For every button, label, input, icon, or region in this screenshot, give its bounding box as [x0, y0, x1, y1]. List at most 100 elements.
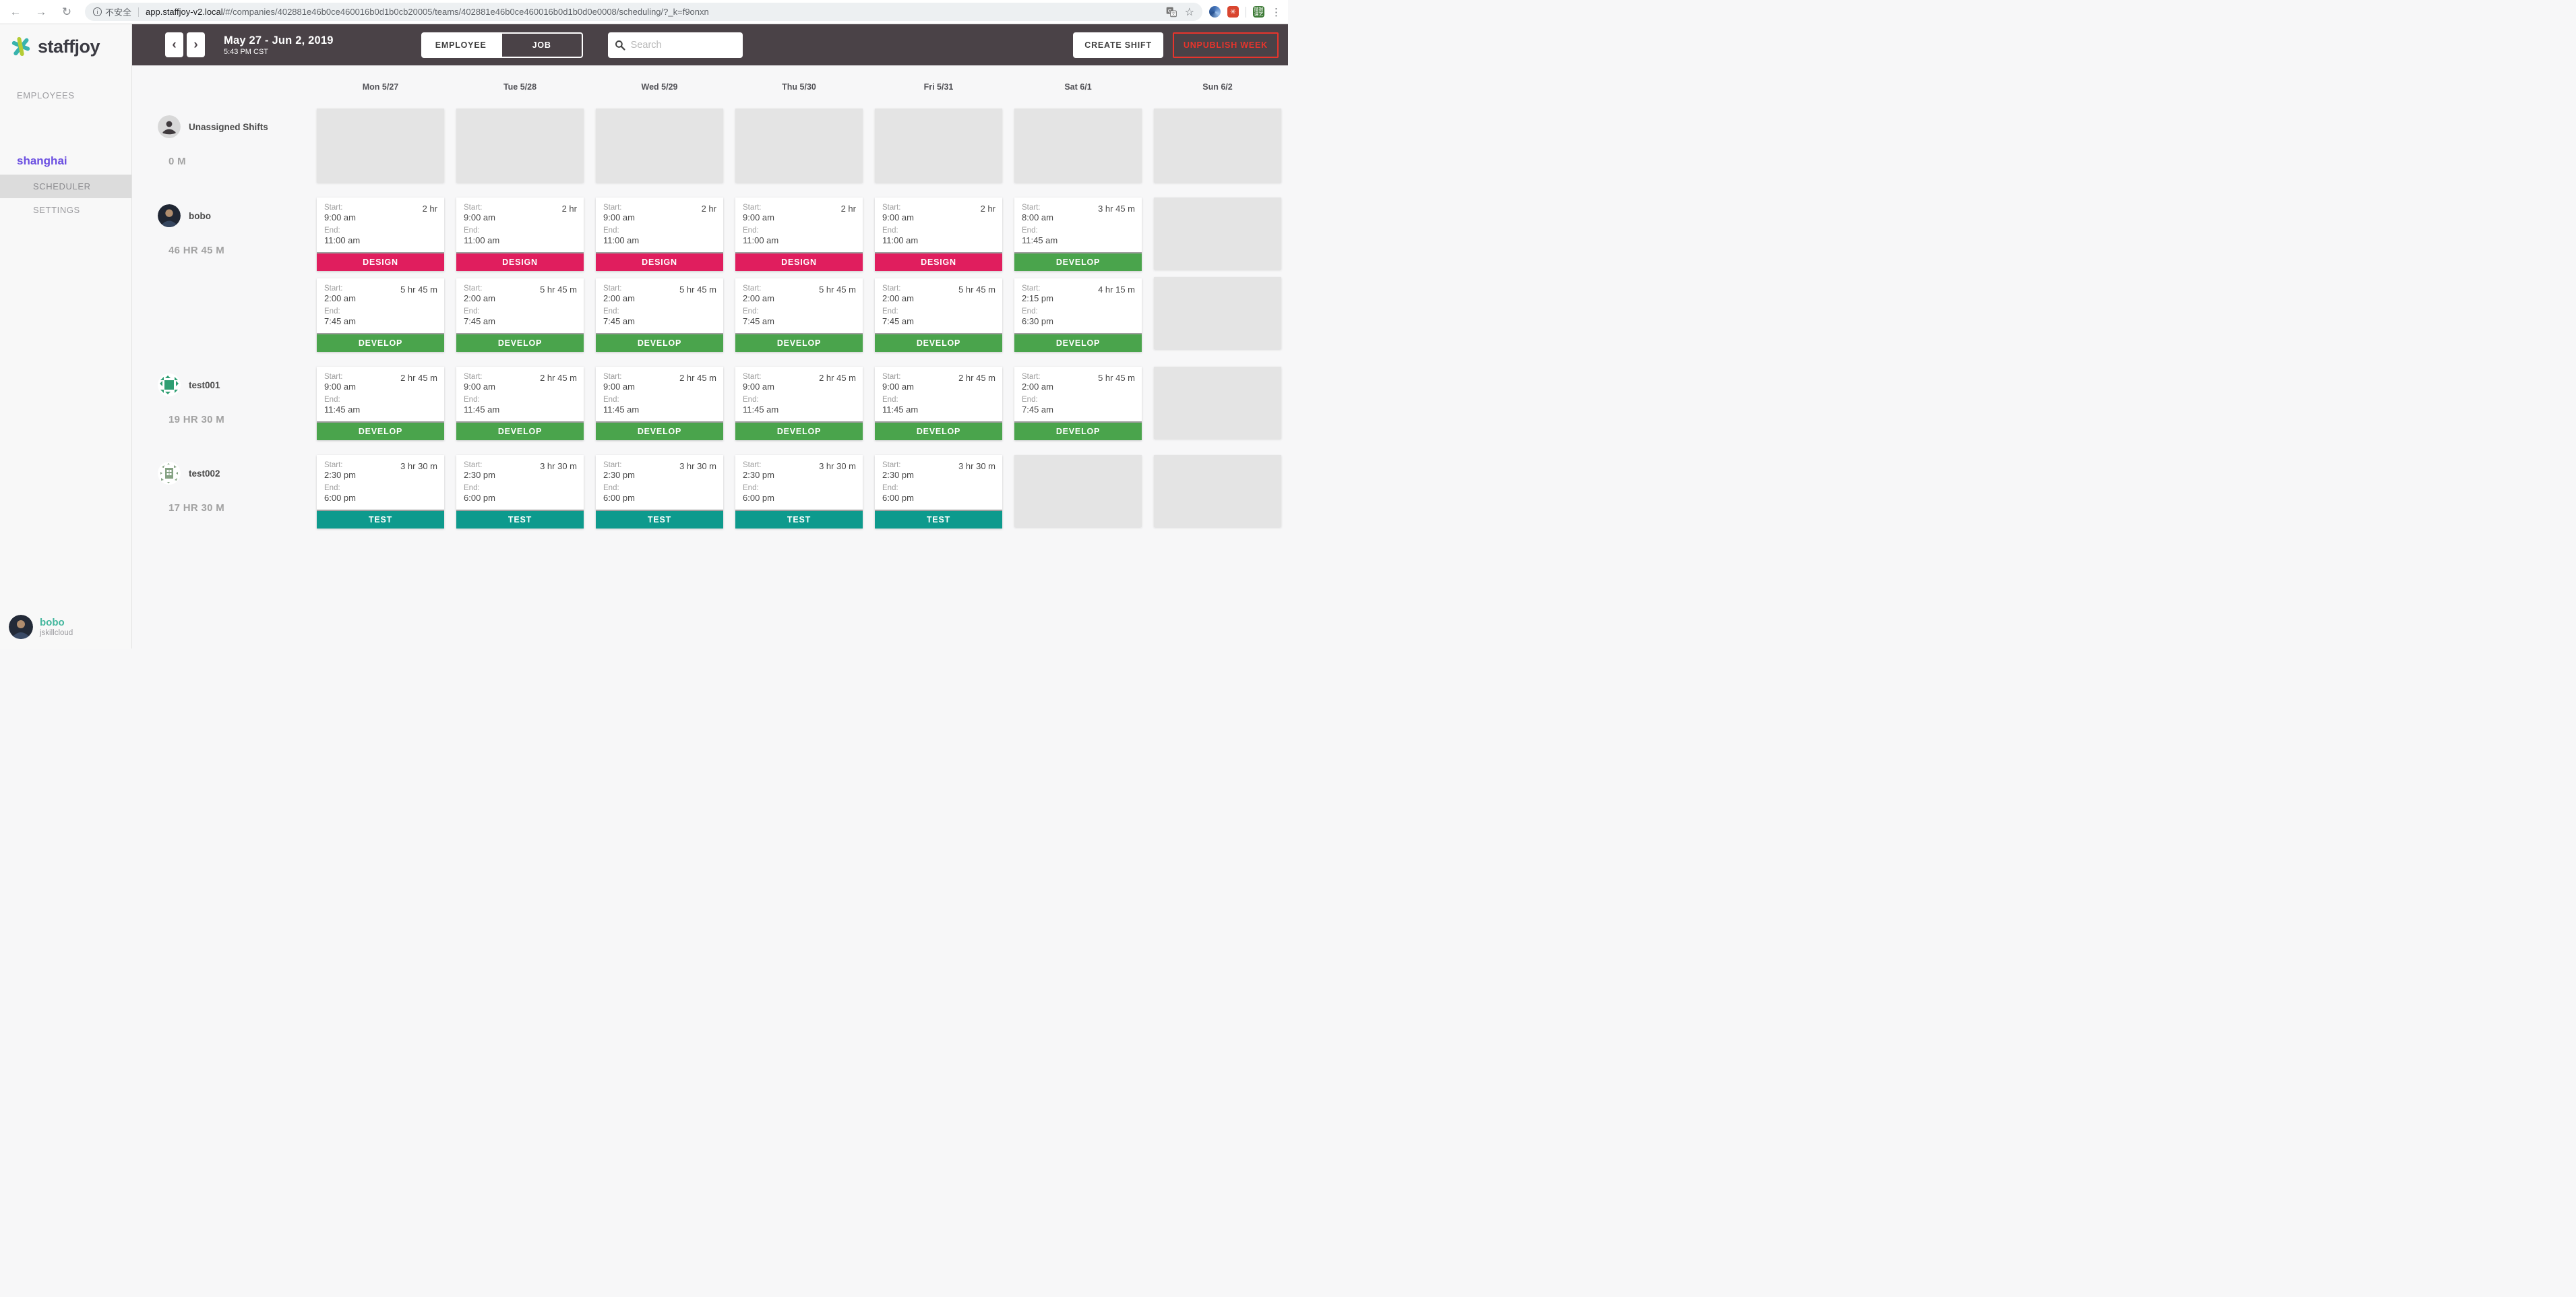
shift-card[interactable]: 3 hr 30 m Start: 2:30 pm End: 6:00 pm TEST	[456, 455, 584, 529]
shift-job-label[interactable]: DEVELOP	[875, 421, 1002, 440]
site-info-icon[interactable]: i	[93, 7, 102, 16]
toggle-job-button[interactable]: JOB	[500, 32, 583, 58]
shift-job-label[interactable]: TEST	[596, 510, 723, 529]
shift-card[interactable]: 5 hr 45 m Start: 2:00 am End: 7:45 am DEVELOP	[456, 278, 584, 352]
shift-card[interactable]: 2 hr 45 m Start: 9:00 am End: 11:45 am DEVELO…	[875, 367, 1002, 440]
unpublish-week-button[interactable]: UNPUBLISH WEEK	[1172, 32, 1279, 58]
shift-end-time: 7:45 am	[603, 316, 635, 326]
shift-card[interactable]: 3 hr 30 m Start: 2:30 pm End: 6:00 pm TEST	[735, 455, 863, 529]
shift-job-label[interactable]: DEVELOP	[596, 333, 723, 352]
shift-times: 3 hr 45 m Start: 8:00 am End: 11:45 am	[1014, 198, 1142, 252]
shift-times: 3 hr 30 m Start: 2:30 pm End: 6:00 pm	[875, 455, 1002, 510]
shift-times: 5 hr 45 m Start: 2:00 am End: 7:45 am	[317, 278, 444, 333]
shift-end-label: End:	[743, 396, 759, 404]
shift-job-label[interactable]: TEST	[875, 510, 1002, 529]
shift-card[interactable]: 5 hr 45 m Start: 2:00 am End: 7:45 am DEVELOP	[875, 278, 1002, 352]
day-cell: 3 hr 45 m Start: 8:00 am End: 11:45 am DEVELO…	[1008, 198, 1148, 352]
shift-start-time: 9:00 am	[324, 212, 356, 222]
sidebar-team-name[interactable]: shanghai	[17, 154, 67, 167]
toggle-employee-button[interactable]: EMPLOYEE	[421, 32, 501, 58]
shift-card[interactable]: 3 hr 30 m Start: 2:30 pm End: 6:00 pm TEST	[317, 455, 444, 529]
shift-start-time: 9:00 am	[743, 382, 774, 392]
row-hours: 17 HR 30 M	[168, 502, 225, 514]
shift-job-label[interactable]: DESIGN	[875, 252, 1002, 271]
extension-blue-icon[interactable]	[1209, 6, 1221, 18]
shift-times: 2 hr 45 m Start: 9:00 am End: 11:45 am	[596, 367, 723, 421]
shift-job-label[interactable]: DEVELOP	[456, 333, 584, 352]
shift-card[interactable]: 2 hr Start: 9:00 am End: 11:00 am DESIGN	[317, 198, 444, 271]
shift-card[interactable]: 4 hr 15 m Start: 2:15 pm End: 6:30 pm DEVELOP	[1014, 278, 1142, 352]
empty-shift-placeholder	[1014, 109, 1142, 183]
url-text[interactable]: app.staffjoy-v2.local/#/companies/402881…	[146, 7, 1159, 17]
shift-card[interactable]: 3 hr 45 m Start: 8:00 am End: 11:45 am DEVELO…	[1014, 198, 1142, 271]
row-hours: 0 M	[168, 156, 186, 167]
extension-red-icon[interactable]: ✳	[1227, 6, 1239, 18]
empty-shift-placeholder	[1154, 367, 1281, 439]
shift-job-label[interactable]: DEVELOP	[456, 421, 584, 440]
silhouette-avatar-icon	[158, 115, 181, 138]
shift-card[interactable]: 2 hr Start: 9:00 am End: 11:00 am DESIGN	[596, 198, 723, 271]
shift-job-label[interactable]: TEST	[735, 510, 863, 529]
shift-card[interactable]: 5 hr 45 m Start: 2:00 am End: 7:45 am DEVELOP	[735, 278, 863, 352]
shift-card[interactable]: 2 hr Start: 9:00 am End: 11:00 am DESIGN	[735, 198, 863, 271]
sidebar-item-scheduler[interactable]: SCHEDULER	[0, 175, 131, 198]
shift-times: 2 hr Start: 9:00 am End: 11:00 am	[875, 198, 1002, 252]
shift-card[interactable]: 5 hr 45 m Start: 2:00 am End: 7:45 am DEVELOP	[317, 278, 444, 352]
next-week-button[interactable]: ›	[187, 32, 205, 57]
shift-job-label[interactable]: DESIGN	[735, 252, 863, 271]
shift-card[interactable]: 2 hr Start: 9:00 am End: 11:00 am DESIGN	[875, 198, 1002, 271]
extension-green-icon[interactable]: 微掘课艺	[1253, 6, 1264, 18]
shift-job-label[interactable]: TEST	[317, 510, 444, 529]
shift-job-label[interactable]: DEVELOP	[317, 333, 444, 352]
reload-icon[interactable]: ↻	[61, 5, 72, 18]
shift-job-label[interactable]: DESIGN	[596, 252, 723, 271]
shift-card[interactable]: 3 hr 30 m Start: 2:30 pm End: 6:00 pm TEST	[596, 455, 723, 529]
sidebar-item-settings[interactable]: SETTINGS	[33, 205, 80, 215]
shift-card[interactable]: 2 hr 45 m Start: 9:00 am End: 11:45 am DEVELO…	[456, 367, 584, 440]
translate-icon[interactable]: G文	[1166, 7, 1177, 18]
browser-menu-icon[interactable]: ⋮	[1271, 6, 1281, 18]
shift-end-time: 7:45 am	[882, 316, 914, 326]
day-cell	[1148, 198, 1287, 352]
search-box[interactable]	[607, 32, 743, 58]
shift-times: 2 hr Start: 9:00 am End: 11:00 am	[317, 198, 444, 252]
shift-card[interactable]: 2 hr 45 m Start: 9:00 am End: 11:45 am DEVELO…	[596, 367, 723, 440]
address-bar[interactable]: i 不安全 app.staffjoy-v2.local/#/companies/…	[85, 3, 1202, 21]
shift-card[interactable]: 3 hr 30 m Start: 2:30 pm End: 6:00 pm TEST	[875, 455, 1002, 529]
create-shift-button[interactable]: CREATE SHIFT	[1073, 32, 1163, 58]
shift-job-label[interactable]: DEVELOP	[1014, 421, 1142, 440]
shift-job-label[interactable]: DEVELOP	[875, 333, 1002, 352]
forward-icon[interactable]: →	[35, 5, 47, 18]
shift-card[interactable]: 2 hr 45 m Start: 9:00 am End: 11:45 am DEVELO…	[317, 367, 444, 440]
avatar	[158, 462, 181, 485]
staffjoy-logo[interactable]: staffjoy	[0, 24, 131, 58]
day-header-wed: Wed 5/29	[641, 82, 678, 92]
shift-job-label[interactable]: DEVELOP	[596, 421, 723, 440]
shift-job-label[interactable]: DEVELOP	[735, 421, 863, 440]
avatar	[158, 115, 181, 138]
shift-job-label[interactable]: DEVELOP	[317, 421, 444, 440]
day-cell: 2 hr Start: 9:00 am End: 11:00 am DESIGN 5 hr …	[590, 198, 729, 352]
shift-job-label[interactable]: TEST	[456, 510, 584, 529]
extension-tray: ✳ 微掘课艺	[1209, 6, 1264, 18]
search-input[interactable]	[630, 39, 732, 51]
shift-card[interactable]: 2 hr Start: 9:00 am End: 11:00 am DESIGN	[456, 198, 584, 271]
prev-week-button[interactable]: ‹	[165, 32, 183, 57]
shift-job-label[interactable]: DESIGN	[456, 252, 584, 271]
sidebar-user[interactable]: bobo jskillcloud	[0, 615, 131, 639]
shift-duration: 2 hr 45 m	[540, 373, 577, 383]
bookmark-star-icon[interactable]: ☆	[1184, 6, 1194, 18]
shift-job-label[interactable]: DEVELOP	[1014, 252, 1142, 271]
shift-card[interactable]: 5 hr 45 m Start: 2:00 am End: 7:45 am DEVELOP	[596, 278, 723, 352]
shift-job-label[interactable]: DEVELOP	[1014, 333, 1142, 352]
shift-times: 3 hr 30 m Start: 2:30 pm End: 6:00 pm	[456, 455, 584, 510]
row-label: test001 19 HR 30 M	[132, 367, 311, 440]
shift-card[interactable]: 2 hr 45 m Start: 9:00 am End: 11:45 am DEVELO…	[735, 367, 863, 440]
shift-start-time: 2:30 pm	[464, 470, 495, 480]
shift-job-label[interactable]: DEVELOP	[735, 333, 863, 352]
sidebar-item-employees[interactable]: EMPLOYEES	[17, 90, 75, 100]
shift-start-label: Start:	[603, 204, 622, 212]
back-icon[interactable]: ←	[9, 5, 22, 18]
shift-job-label[interactable]: DESIGN	[317, 252, 444, 271]
shift-card[interactable]: 5 hr 45 m Start: 2:00 am End: 7:45 am DEVELOP	[1014, 367, 1142, 440]
